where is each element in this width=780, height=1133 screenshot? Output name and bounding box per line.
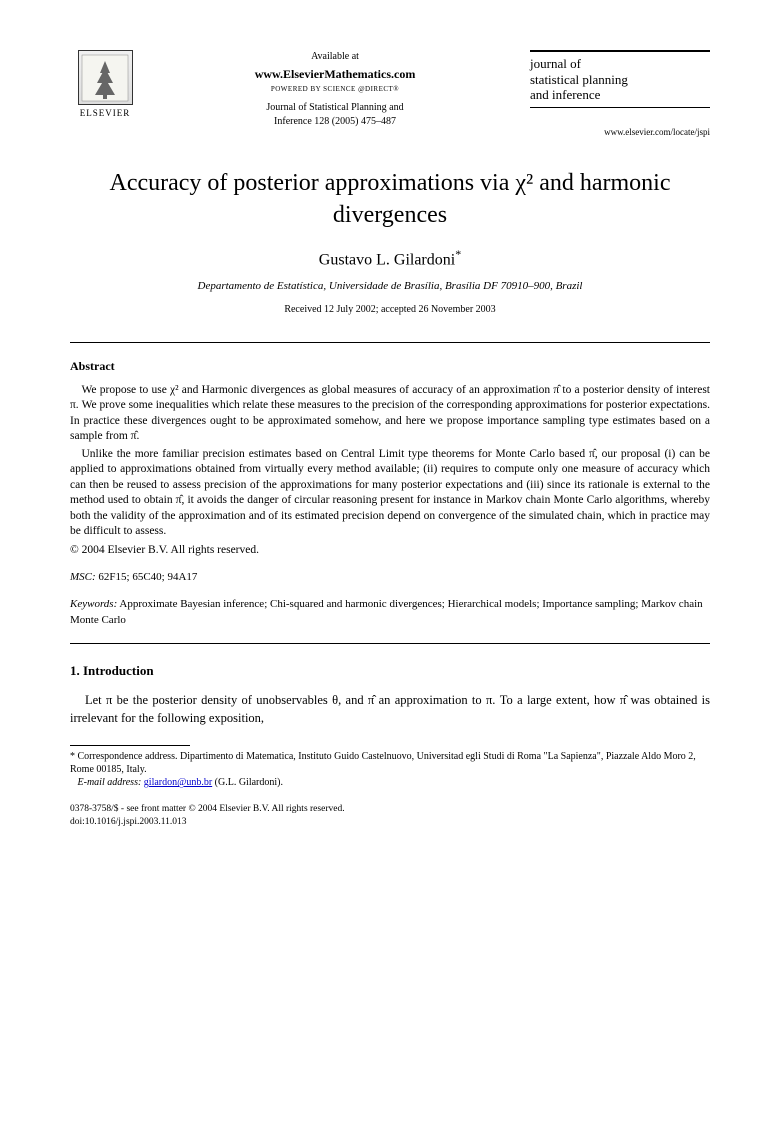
- elsevier-math-url: www.ElsevierMathematics.com: [160, 66, 510, 83]
- abstract-para-2: Unlike the more familiar precision estim…: [70, 447, 710, 540]
- elsevier-tree-icon: [78, 50, 133, 105]
- abstract-body: We propose to use χ² and Harmonic diverg…: [70, 383, 710, 540]
- page-footer: 0378-3758/$ - see front matter © 2004 El…: [70, 803, 710, 828]
- journal-name-3: and inference: [530, 87, 600, 102]
- email-label: E-mail address:: [78, 777, 142, 788]
- journal-reference: Journal of Statistical Planning and Infe…: [160, 101, 510, 129]
- journal-url: www.elsevier.com/locate/jspi: [530, 126, 710, 139]
- abstract-para-1: We propose to use χ² and Harmonic diverg…: [70, 383, 710, 445]
- footer-line-2: doi:10.1016/j.jspi.2003.11.013: [70, 817, 187, 827]
- divider-rule: [70, 342, 710, 343]
- footnote-marker: *: [70, 751, 75, 762]
- section-1-heading: 1. Introduction: [70, 662, 710, 680]
- footer-line-1: 0378-3758/$ - see front matter © 2004 El…: [70, 804, 345, 814]
- page-header: ELSEVIER Available at www.ElsevierMathem…: [70, 50, 710, 138]
- footnote-block: * Correspondence address. Dipartimento d…: [70, 750, 710, 789]
- divider-rule-2: [70, 643, 710, 644]
- right-header: journal of statistical planning and infe…: [530, 50, 710, 138]
- journal-ref-line2: Inference 128 (2005) 475–487: [274, 116, 396, 127]
- journal-ref-line1: Journal of Statistical Planning and: [266, 102, 403, 113]
- powered-by: POWERED BY SCIENCE @DIRECT®: [160, 85, 510, 95]
- msc-block: MSC: 62F15; 65C40; 94A17: [70, 570, 710, 585]
- center-header: Available at www.ElsevierMathematics.com…: [140, 50, 530, 129]
- email-suffix: (G.L. Gilardoni).: [215, 777, 283, 788]
- affiliation: Departamento de Estatística, Universidad…: [70, 279, 710, 294]
- msc-label: MSC:: [70, 571, 96, 583]
- author-name: Gustavo L. Gilardoni*: [70, 246, 710, 272]
- footnote-correspondence: Correspondence address. Dipartimento di …: [70, 751, 696, 775]
- journal-name-1: journal of: [530, 56, 581, 71]
- abstract-heading: Abstract: [70, 358, 710, 375]
- journal-title-box: journal of statistical planning and infe…: [530, 50, 710, 108]
- publisher-name: ELSEVIER: [80, 107, 131, 120]
- section-1-para: Let π be the posterior density of unobse…: [70, 692, 710, 727]
- article-dates: Received 12 July 2002; accepted 26 Novem…: [70, 303, 710, 317]
- footnote-rule: [70, 745, 190, 746]
- keywords-text: Approximate Bayesian inference; Chi-squa…: [70, 598, 703, 625]
- publisher-logo: ELSEVIER: [70, 50, 140, 125]
- msc-codes: 62F15; 65C40; 94A17: [98, 571, 197, 583]
- available-label: Available at: [160, 50, 510, 64]
- email-link[interactable]: gilardon@unb.br: [144, 777, 212, 788]
- keywords-label: Keywords:: [70, 598, 117, 610]
- author-marker: *: [455, 247, 461, 261]
- keywords-block: Keywords: Approximate Bayesian inference…: [70, 597, 710, 628]
- journal-name-2: statistical planning: [530, 72, 628, 87]
- article-title: Accuracy of posterior approximations via…: [70, 168, 710, 230]
- copyright-line: © 2004 Elsevier B.V. All rights reserved…: [70, 542, 710, 558]
- author-text: Gustavo L. Gilardoni: [319, 251, 455, 268]
